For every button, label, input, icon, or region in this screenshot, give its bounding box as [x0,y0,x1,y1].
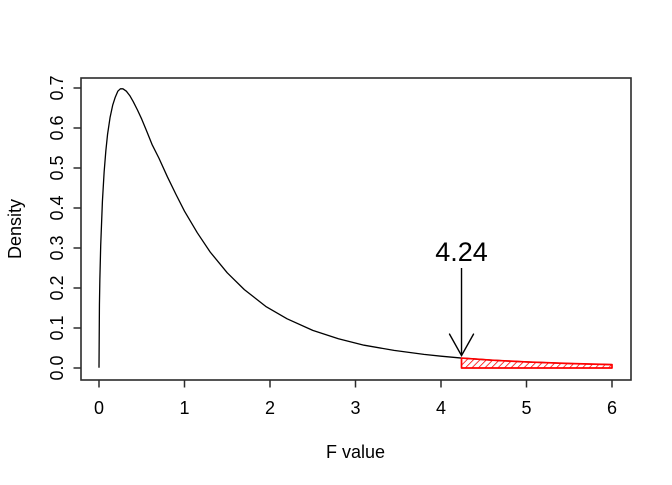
y-tick-label-0.0: 0.0 [47,355,67,380]
y-tick-label-0.2: 0.2 [47,275,67,300]
x-tick-label-6: 6 [607,398,617,418]
y-tick-label-0.5: 0.5 [47,155,67,180]
x-tick-label-0: 0 [94,398,104,418]
y-tick-label-0.7: 0.7 [47,75,67,100]
x-tick-label-3: 3 [350,398,360,418]
x-tick-label-1: 1 [179,398,189,418]
y-tick-label-0.4: 0.4 [47,195,67,220]
x-tick-label-5: 5 [521,398,531,418]
density-curve [98,88,613,368]
critical-value-label: 4.24 [435,237,488,267]
y-tick-label-0.3: 0.3 [47,235,67,260]
y-tick-label-0.1: 0.1 [47,315,67,340]
x-tick-label-4: 4 [436,398,446,418]
arrow-head-icon [448,333,475,358]
x-axis-title: F value [326,442,385,462]
y-axis-title: Density [5,199,25,259]
x-tick-label-2: 2 [265,398,275,418]
y-tick-label-0.6: 0.6 [47,115,67,140]
critical-value-arrow [448,268,475,358]
rejection-region-border [460,357,613,369]
